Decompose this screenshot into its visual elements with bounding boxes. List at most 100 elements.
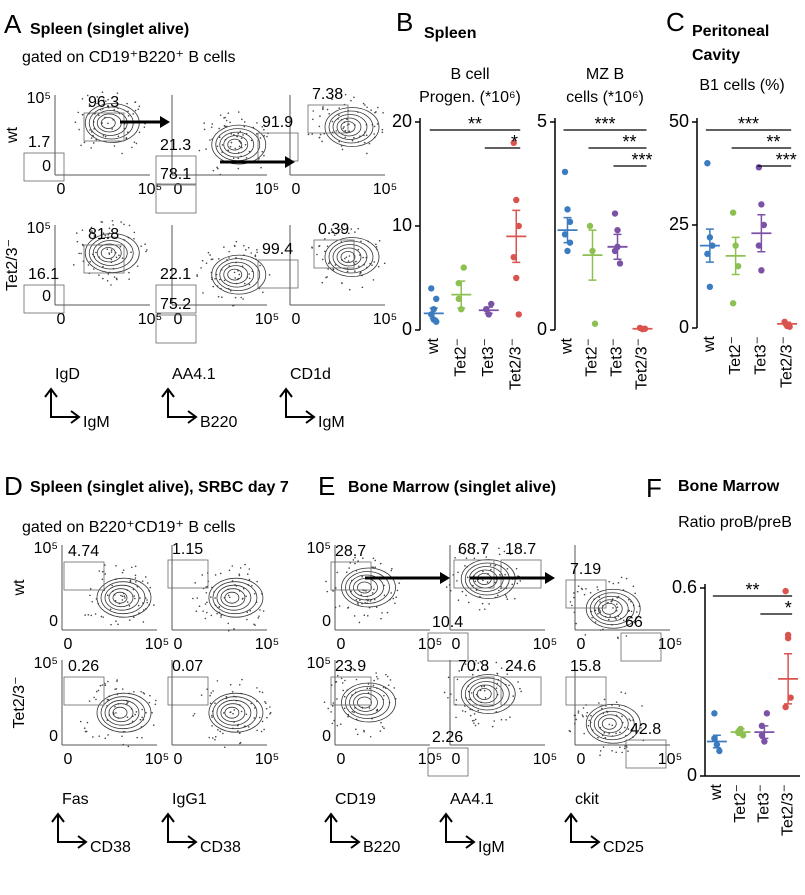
event-dot bbox=[380, 721, 382, 724]
event-dot bbox=[396, 589, 399, 592]
event-dot bbox=[225, 695, 228, 698]
gate bbox=[167, 676, 209, 706]
event-dot bbox=[261, 126, 264, 128]
contour bbox=[464, 677, 510, 711]
event-dot bbox=[227, 149, 230, 152]
panel-title: Bone Marrow (singlet alive) bbox=[348, 479, 556, 496]
event-dot bbox=[101, 684, 104, 686]
event-dot bbox=[349, 562, 352, 564]
event-dot bbox=[245, 595, 247, 597]
event-dot bbox=[636, 611, 638, 613]
chart-title: B cell bbox=[450, 66, 489, 83]
event-dot bbox=[354, 231, 356, 233]
error-bar bbox=[484, 306, 493, 315]
event-dot bbox=[211, 725, 213, 727]
event-dot bbox=[318, 136, 321, 139]
event-dot bbox=[327, 268, 329, 270]
event-dot bbox=[344, 136, 347, 139]
event-dot bbox=[88, 103, 91, 105]
event-dot bbox=[249, 609, 252, 612]
contour bbox=[212, 696, 258, 730]
event-dot bbox=[509, 716, 511, 718]
event-dot bbox=[221, 296, 223, 299]
event-dot bbox=[355, 260, 357, 263]
event-dot bbox=[516, 582, 519, 585]
event-dot bbox=[233, 271, 236, 274]
event-dot bbox=[515, 567, 518, 570]
x-tick-label: 0 bbox=[64, 636, 73, 653]
event-dot bbox=[347, 260, 350, 262]
event-dot bbox=[90, 137, 93, 139]
y-tick-label: 25 bbox=[669, 214, 689, 234]
event-dot bbox=[328, 112, 330, 115]
event-dot bbox=[205, 586, 207, 588]
event-dot bbox=[219, 114, 222, 116]
event-dot bbox=[350, 228, 353, 230]
event-dot bbox=[244, 282, 246, 285]
error-bar bbox=[712, 734, 721, 749]
event-dot bbox=[598, 596, 601, 598]
event-dot bbox=[483, 550, 485, 552]
data-point bbox=[455, 295, 462, 302]
event-dot bbox=[340, 677, 343, 680]
event-dot bbox=[321, 281, 324, 284]
data-point bbox=[433, 318, 440, 325]
event-dot bbox=[142, 621, 145, 623]
event-dot bbox=[463, 705, 466, 707]
event-dot bbox=[356, 733, 359, 736]
event-dot bbox=[371, 264, 373, 266]
event-dot bbox=[621, 751, 623, 754]
event-dot bbox=[484, 697, 487, 699]
error-bar bbox=[783, 321, 792, 327]
contour bbox=[357, 581, 372, 594]
event-dot bbox=[353, 136, 355, 139]
event-dot bbox=[116, 679, 119, 681]
y-tick-label: 10 bbox=[392, 215, 412, 235]
event-dot bbox=[474, 543, 476, 546]
event-dot bbox=[81, 97, 84, 100]
event-dot bbox=[91, 600, 94, 603]
gate bbox=[427, 747, 469, 777]
x-tick-label: 10⁵ bbox=[418, 636, 442, 653]
contour bbox=[227, 138, 243, 151]
event-dot bbox=[123, 595, 126, 597]
gate-percent: 7.38 bbox=[312, 86, 343, 103]
event-dot bbox=[455, 716, 457, 719]
event-dot bbox=[133, 237, 135, 240]
data-point bbox=[784, 631, 792, 639]
event-dot bbox=[232, 712, 234, 715]
gate-percent: 66 bbox=[625, 614, 643, 631]
contour bbox=[92, 240, 128, 266]
event-dot bbox=[322, 107, 324, 110]
event-dot bbox=[101, 578, 104, 581]
event-dot bbox=[89, 260, 91, 263]
panel-letter: A bbox=[4, 9, 22, 39]
gate bbox=[63, 561, 105, 591]
event-dot bbox=[464, 663, 467, 665]
data-point bbox=[755, 242, 763, 249]
error-bar bbox=[457, 280, 466, 309]
event-dot bbox=[134, 565, 137, 568]
event-dot bbox=[348, 288, 351, 291]
error-bar bbox=[736, 728, 745, 737]
event-dot bbox=[373, 261, 376, 263]
event-dot bbox=[495, 661, 498, 664]
event-dot bbox=[473, 662, 476, 665]
event-dot bbox=[345, 256, 348, 258]
gate-percent: 91.9 bbox=[262, 114, 293, 131]
event-dot bbox=[230, 133, 233, 135]
data-point bbox=[758, 732, 766, 739]
event-dot bbox=[338, 605, 341, 607]
event-dot bbox=[517, 681, 519, 683]
event-dot bbox=[496, 672, 498, 675]
row-label: Tet2/3⁻ bbox=[4, 239, 21, 291]
event-dot bbox=[212, 285, 215, 288]
event-dot bbox=[232, 157, 235, 160]
panel-subtitle: gated on B220⁺CD19⁺ B cells bbox=[22, 519, 235, 536]
event-dot bbox=[367, 683, 370, 685]
event-dot bbox=[482, 548, 484, 550]
event-dot bbox=[193, 712, 196, 715]
event-dot bbox=[146, 249, 148, 251]
event-dot bbox=[75, 232, 78, 234]
event-dot bbox=[146, 582, 149, 584]
